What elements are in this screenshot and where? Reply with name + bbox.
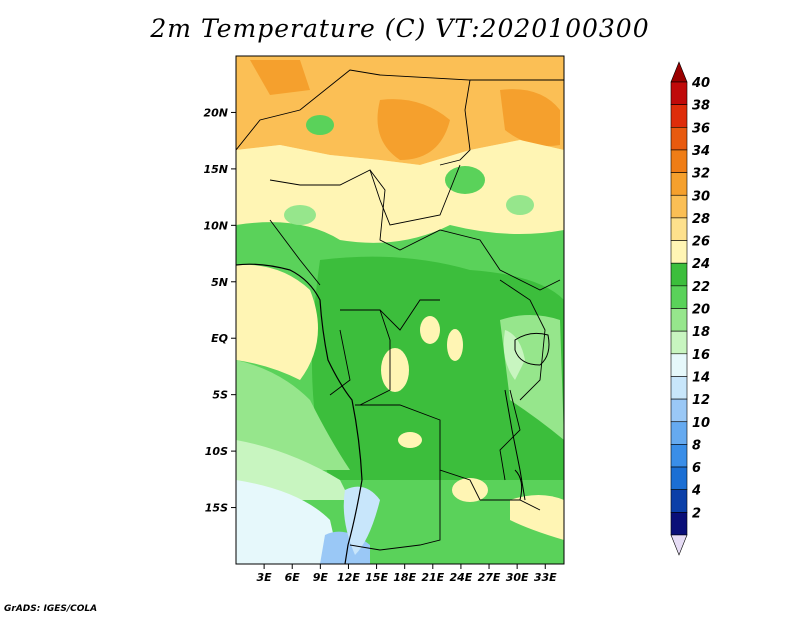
lakes xyxy=(504,332,550,501)
lon-label: 24E xyxy=(450,571,473,584)
lat-label: 15N xyxy=(203,163,228,176)
lat-label: 15S xyxy=(205,502,228,515)
footer-credit: GrADS: IGES/COLA xyxy=(4,604,98,614)
lon-label: 33E xyxy=(534,571,557,584)
map-title: 2m Temperature (C) VT:2020100300 xyxy=(150,14,650,43)
colorbar-label: 8 xyxy=(692,438,701,453)
colorbar-label: 24 xyxy=(692,257,710,272)
lat-label: 20N xyxy=(203,106,228,119)
lon-label: 18E xyxy=(393,571,416,584)
colorbar-box xyxy=(670,285,688,309)
colorbar-box xyxy=(670,81,688,105)
lon-label: 30E xyxy=(506,571,529,584)
colorbar-label: 2 xyxy=(692,506,701,521)
lat-label: EQ xyxy=(211,332,228,345)
colorbar-box xyxy=(670,149,688,173)
colorbar-box xyxy=(670,376,688,400)
colorbar-box xyxy=(670,353,688,377)
colorbar-label: 40 xyxy=(691,76,710,91)
colorbar-box xyxy=(670,330,688,355)
colorbar-label: 32 xyxy=(692,167,710,182)
colorbar-min-triangle xyxy=(670,534,688,556)
colorbar-box xyxy=(670,262,688,287)
lon-label: 12E xyxy=(337,571,360,584)
lat-label: 5S xyxy=(212,389,228,402)
longitude-axis: 3E 6E 9E 12E 15E 18E 21E 24E 27E 30E 33E xyxy=(257,564,557,584)
lat-label: 10S xyxy=(205,445,228,458)
colorbar-label: 30 xyxy=(692,189,710,204)
colorbar-label: 10 xyxy=(692,416,710,431)
colorbar-box xyxy=(670,308,688,332)
lon-label: 9E xyxy=(313,571,329,584)
colorbar-box xyxy=(670,127,688,151)
colorbar-label: 36 xyxy=(692,121,710,136)
colorbar-box xyxy=(670,104,688,128)
colorbar-box xyxy=(670,421,688,445)
colorbar-label: 28 xyxy=(692,212,710,227)
colorbar-box xyxy=(670,398,688,423)
colorbar-label: 34 xyxy=(692,144,710,159)
colorbar-box xyxy=(670,194,688,219)
map-frame xyxy=(235,55,565,565)
country-borders xyxy=(236,69,564,551)
colorbar-label: 38 xyxy=(692,99,710,114)
lon-label: 6E xyxy=(285,571,301,584)
lon-label: 3E xyxy=(257,571,273,584)
lat-label: 10N xyxy=(203,219,228,232)
lon-label: 27E xyxy=(478,571,501,584)
colorbar-box xyxy=(670,172,688,196)
lon-label: 15E xyxy=(365,571,388,584)
temperature-field xyxy=(236,56,564,564)
colorbar-label: 14 xyxy=(692,370,710,385)
lat-label: 5N xyxy=(211,276,228,289)
colorbar-box xyxy=(670,489,688,513)
colorbar-max-triangle xyxy=(670,61,688,83)
colorbar-box xyxy=(670,240,688,264)
colorbar-box xyxy=(670,444,688,468)
latitude-axis: 20N 15N 10N 5N EQ 5S 10S 15S xyxy=(203,106,236,515)
colorbar-label: 4 xyxy=(691,484,701,499)
colorbar-label: 18 xyxy=(692,325,710,340)
colorbar-box xyxy=(670,217,688,241)
colorbar-label: 6 xyxy=(692,461,701,476)
coastline xyxy=(236,263,363,564)
colorbar-label: 16 xyxy=(692,348,710,363)
colorbar-label: 12 xyxy=(692,393,710,408)
colorbar-box xyxy=(670,466,688,490)
colorbar-label: 20 xyxy=(692,303,710,318)
colorbar-label: 26 xyxy=(692,235,710,250)
colorbar-label: 22 xyxy=(692,280,710,295)
lon-label: 21E xyxy=(421,571,444,584)
colorbar-box xyxy=(670,512,688,536)
